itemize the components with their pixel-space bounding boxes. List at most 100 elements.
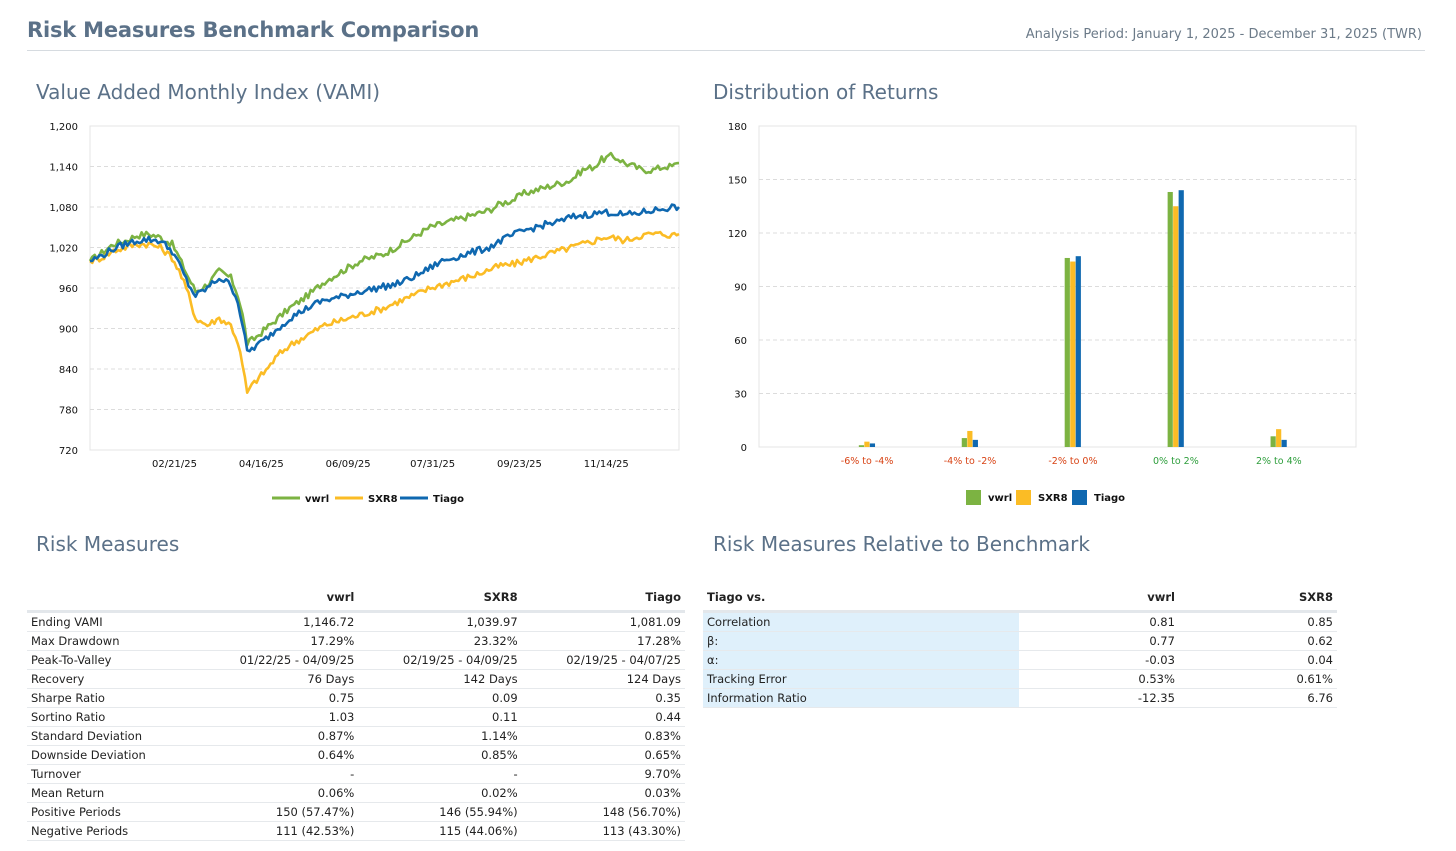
y-tick-label: 720 <box>59 446 78 457</box>
row-label: Information Ratio <box>703 688 1019 708</box>
table-row: Turnover - -9.70% <box>27 764 685 784</box>
table-cell: 115 (44.06%) <box>358 821 522 841</box>
bar-sxr8 <box>1276 429 1282 447</box>
table-cell: 17.29% <box>195 631 359 651</box>
table-cell: 1.03 <box>195 707 359 727</box>
table-row: β: 0.77 0.62 <box>703 631 1337 651</box>
table-cell: 1,039.97 <box>358 611 522 632</box>
table-cell: 02/19/25 - 04/07/25 <box>521 650 685 670</box>
row-label: Tracking Error <box>703 669 1019 689</box>
y-tick-label: 60 <box>734 336 747 347</box>
row-label: Correlation <box>703 611 1019 632</box>
x-tick-label: 02/21/25 <box>152 459 197 470</box>
title-divider <box>27 50 1425 51</box>
row-label: Sharpe Ratio <box>27 688 195 708</box>
y-tick-label: 30 <box>734 390 747 401</box>
analysis-period: Analysis Period: January 1, 2025 - Decem… <box>1025 27 1422 42</box>
series-line-sxr8 <box>89 230 680 395</box>
row-label: Ending VAMI <box>27 611 195 632</box>
table-cell: 0.35 <box>521 688 685 708</box>
table-header-row: vwrl SXR8 Tiago <box>27 590 685 613</box>
table-cell: 0.11 <box>358 707 522 727</box>
table-cell: - <box>195 764 359 784</box>
y-tick-label: 90 <box>734 283 747 294</box>
bar-vwrl <box>1167 191 1173 447</box>
table-cell: 0.83% <box>521 726 685 746</box>
y-tick-label: 1,020 <box>49 244 78 255</box>
y-tick-label: 900 <box>59 325 78 336</box>
y-tick-label: 960 <box>59 284 78 295</box>
bar-sxr8 <box>967 430 973 447</box>
table-cell: -12.35 <box>1019 688 1179 708</box>
row-label: Sortino Ratio <box>27 707 195 727</box>
x-tick-label: 06/09/25 <box>326 459 371 470</box>
row-label: Mean Return <box>27 783 195 803</box>
column-header: Tiago <box>521 590 685 613</box>
table-row: Ending VAMI 1,146.72 1,039.97 1,081.09 <box>27 611 685 632</box>
legend-label-sxr8: SXR8 <box>1038 493 1068 504</box>
y-tick-label: 0 <box>741 443 747 454</box>
table-cell: 0.03% <box>521 783 685 803</box>
x-category-label: -6% to -4% <box>841 456 894 467</box>
bar-vwrl <box>1270 436 1276 447</box>
page-title: Risk Measures Benchmark Comparison <box>27 18 480 42</box>
series-line-tiago <box>89 203 681 353</box>
x-category-label: -4% to -2% <box>944 456 997 467</box>
bar-tiago <box>1281 439 1287 447</box>
table-cell: 0.81 <box>1019 611 1179 632</box>
table-cell: 6.76 <box>1178 688 1337 708</box>
table-cell: 1.14% <box>358 726 522 746</box>
risk-section-title: Risk Measures <box>36 532 180 556</box>
column-header: Tiago vs. <box>703 590 1019 613</box>
bar-vwrl <box>858 445 865 447</box>
x-tick-label: 04/16/25 <box>239 459 284 470</box>
column-header: SXR8 <box>358 590 522 613</box>
distribution-section-title: Distribution of Returns <box>713 80 939 104</box>
table-cell: 9.70% <box>521 764 685 784</box>
row-label: Max Drawdown <box>27 631 195 651</box>
table-cell: 0.44 <box>521 707 685 727</box>
row-label: β: <box>703 631 1019 651</box>
row-label: Recovery <box>27 669 195 689</box>
row-label: α: <box>703 650 1019 670</box>
table-row: Tracking Error 0.53% 0.61% <box>703 669 1337 689</box>
x-tick-label: 09/23/25 <box>497 459 542 470</box>
table-row: Peak-To-Valley 01/22/25 - 04/09/25 02/19/2… <box>27 650 685 670</box>
legend-label-vwrl: vwrl <box>305 494 329 505</box>
table-cell: 1,081.09 <box>521 611 685 632</box>
table-row: α: -0.03 0.04 <box>703 650 1337 670</box>
legend-swatch-sxr8 <box>1016 490 1031 505</box>
bar-vwrl <box>1064 257 1070 447</box>
table-cell: 150 (57.47%) <box>195 802 359 822</box>
table-cell: 0.04 <box>1178 650 1337 670</box>
row-label: Positive Periods <box>27 802 195 822</box>
relative-section-title: Risk Measures Relative to Benchmark <box>713 532 1090 556</box>
table-cell: 17.28% <box>521 631 685 651</box>
table-cell: 0.09 <box>358 688 522 708</box>
y-tick-label: 1,140 <box>49 163 78 174</box>
table-header-row: Tiago vs. vwrl SXR8 <box>703 590 1337 613</box>
y-tick-label: 150 <box>728 176 747 187</box>
row-label: Peak-To-Valley <box>27 650 195 670</box>
table-row: Downside Deviation 0.64% 0.85% 0.65% <box>27 745 685 765</box>
table-cell: 0.85% <box>358 745 522 765</box>
y-tick-label: 780 <box>59 406 78 417</box>
table-cell: 1,146.72 <box>195 611 359 632</box>
table-row: Sortino Ratio 1.03 0.11 0.44 <box>27 707 685 727</box>
table-row: Information Ratio -12.35 6.76 <box>703 688 1337 708</box>
x-category-label: 2% to 4% <box>1256 456 1302 467</box>
bar-sxr8 <box>864 441 870 447</box>
table-row: Negative Periods 111 (42.53%) 115 (44.06%)… <box>27 821 685 841</box>
table-row: Mean Return 0.06% 0.02% 0.03% <box>27 783 685 803</box>
table-cell: 0.06% <box>195 783 359 803</box>
column-header: vwrl <box>1019 590 1179 613</box>
table-cell: 146 (55.94%) <box>358 802 522 822</box>
table-cell: 02/19/25 - 04/09/25 <box>358 650 522 670</box>
table-row: Max Drawdown 17.29% 23.32% 17.28% <box>27 631 685 651</box>
bar-sxr8 <box>1070 261 1076 447</box>
table-row: Sharpe Ratio 0.75 0.09 0.35 <box>27 688 685 708</box>
table-row: Positive Periods 150 (57.47%) 146 (55.94%)… <box>27 802 685 822</box>
y-tick-label: 840 <box>59 365 78 376</box>
legend-label-tiago: Tiago <box>1094 493 1125 504</box>
y-tick-label: 1,200 <box>49 122 78 133</box>
